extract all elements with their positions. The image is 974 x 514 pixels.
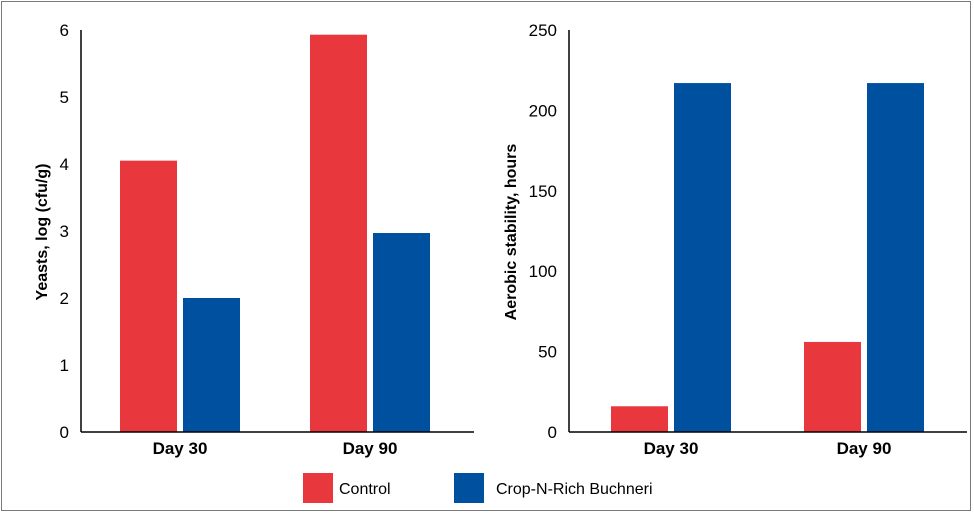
y-tick-label-aerobic-150: 150	[529, 182, 557, 201]
x-tick-label-yeasts-day-90: Day 90	[343, 439, 398, 458]
y-axis-label-yeasts: Yeasts, log (cfu/g)	[34, 164, 51, 301]
x-tick-label-aerobic-day-30: Day 30	[644, 439, 699, 458]
y-tick-label-yeasts-5: 5	[60, 88, 69, 107]
y-tick-label-yeasts-2: 2	[60, 289, 69, 308]
x-tick-label-yeasts-day-30: Day 30	[153, 439, 208, 458]
bar-yeasts-buchneri-day-90	[373, 233, 430, 432]
y-tick-label-yeasts-6: 6	[60, 21, 69, 40]
y-tick-label-yeasts-4: 4	[60, 155, 69, 174]
bar-yeasts-control-day-90	[310, 34, 367, 432]
chart-yeasts: Yeasts, log (cfu/g) Day 30 Day 90 0 1 2 3 4 5 6	[34, 21, 474, 458]
y-tick-label-aerobic-250: 250	[529, 21, 557, 40]
bar-yeasts-buchneri-day-30	[183, 298, 240, 432]
legend: Control Crop-N-Rich Buchneri	[303, 473, 653, 503]
legend-swatch-control	[303, 473, 333, 503]
y-tick-label-aerobic-200: 200	[529, 101, 557, 120]
chart-aerobic-stability: Aerobic stability, hours Day 30 Day 90 0 50…	[503, 21, 967, 458]
bar-aerobic-buchneri-day-90	[867, 83, 924, 433]
legend-swatch-buchneri	[454, 473, 484, 503]
y-tick-label-aerobic-50: 50	[538, 343, 557, 362]
y-tick-label-yeasts-0: 0	[60, 423, 69, 442]
bar-aerobic-buchneri-day-30	[674, 83, 731, 433]
y-axis-label-aerobic-stability: Aerobic stability, hours	[503, 144, 520, 321]
bar-yeasts-control-day-30	[120, 160, 177, 432]
bar-aerobic-control-day-90	[804, 341, 861, 432]
y-tick-label-yeasts-1: 1	[60, 356, 69, 375]
x-tick-label-aerobic-day-90: Day 90	[837, 439, 892, 458]
bar-aerobic-control-day-30	[611, 406, 668, 432]
y-tick-label-aerobic-0: 0	[548, 423, 557, 442]
y-tick-label-yeasts-3: 3	[60, 222, 69, 241]
legend-label-control: Control	[339, 481, 391, 498]
y-tick-label-aerobic-100: 100	[529, 262, 557, 281]
legend-label-buchneri: Crop-N-Rich Buchneri	[496, 481, 653, 498]
